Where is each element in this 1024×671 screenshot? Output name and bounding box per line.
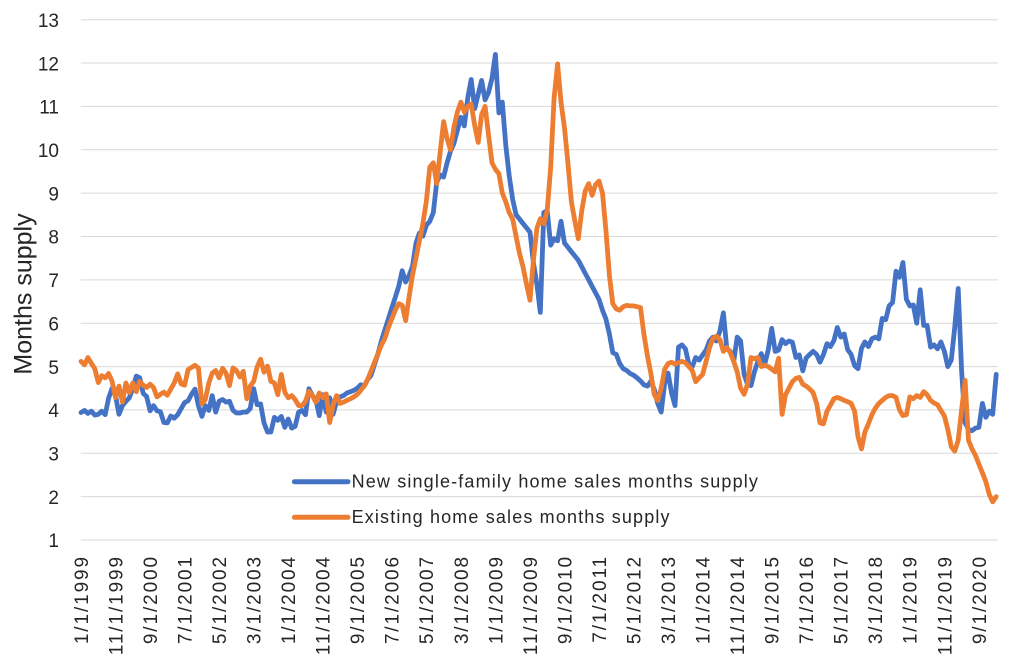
svg-text:5: 5	[48, 358, 59, 379]
svg-text:Existing home sales months sup: Existing home sales months supply	[352, 507, 671, 527]
svg-text:9/1/2005: 9/1/2005	[348, 555, 369, 644]
svg-text:5/1/2017: 5/1/2017	[832, 555, 853, 644]
svg-text:5/1/2012: 5/1/2012	[625, 555, 646, 644]
svg-text:2: 2	[48, 488, 59, 509]
svg-text:New single-family home sales m: New single-family home sales months supp…	[352, 472, 759, 492]
svg-text:1/1/2009: 1/1/2009	[486, 555, 507, 644]
svg-text:1/1/2004: 1/1/2004	[279, 555, 300, 644]
svg-text:11: 11	[39, 98, 59, 119]
svg-text:3/1/2018: 3/1/2018	[866, 555, 887, 644]
svg-text:1/1/2019: 1/1/2019	[901, 555, 922, 644]
svg-text:7/1/2011: 7/1/2011	[590, 555, 611, 643]
svg-text:9/1/2020: 9/1/2020	[970, 555, 991, 644]
svg-text:9/1/2015: 9/1/2015	[763, 555, 784, 644]
svg-text:9: 9	[48, 184, 59, 205]
svg-text:10: 10	[38, 141, 59, 162]
svg-text:3: 3	[48, 445, 59, 466]
svg-text:4: 4	[48, 401, 59, 422]
svg-text:5/1/2007: 5/1/2007	[417, 555, 438, 644]
svg-text:13: 13	[38, 11, 59, 32]
svg-text:Months supply: Months supply	[10, 213, 38, 375]
svg-text:1: 1	[48, 531, 59, 552]
svg-text:11/1/2009: 11/1/2009	[521, 555, 542, 655]
svg-text:8: 8	[48, 228, 59, 249]
svg-text:7/1/2016: 7/1/2016	[797, 555, 818, 644]
svg-text:3/1/2013: 3/1/2013	[659, 555, 680, 644]
svg-text:1/1/2014: 1/1/2014	[694, 555, 715, 644]
svg-text:7/1/2001: 7/1/2001	[176, 555, 197, 644]
svg-text:11/1/2019: 11/1/2019	[935, 555, 956, 655]
svg-text:3/1/2003: 3/1/2003	[245, 555, 266, 644]
svg-text:12: 12	[38, 54, 59, 75]
svg-text:7: 7	[48, 271, 59, 292]
svg-text:9/1/2010: 9/1/2010	[555, 555, 576, 644]
svg-text:11/1/2014: 11/1/2014	[728, 555, 749, 655]
svg-text:11/1/1999: 11/1/1999	[106, 555, 127, 655]
svg-text:5/1/2002: 5/1/2002	[210, 555, 231, 644]
svg-text:3/1/2008: 3/1/2008	[452, 555, 473, 644]
svg-text:11/1/2004: 11/1/2004	[314, 555, 335, 655]
svg-text:7/1/2006: 7/1/2006	[383, 555, 404, 644]
svg-text:6: 6	[48, 314, 59, 335]
svg-text:9/1/2000: 9/1/2000	[141, 555, 162, 644]
svg-text:1/1/1999: 1/1/1999	[72, 555, 93, 644]
